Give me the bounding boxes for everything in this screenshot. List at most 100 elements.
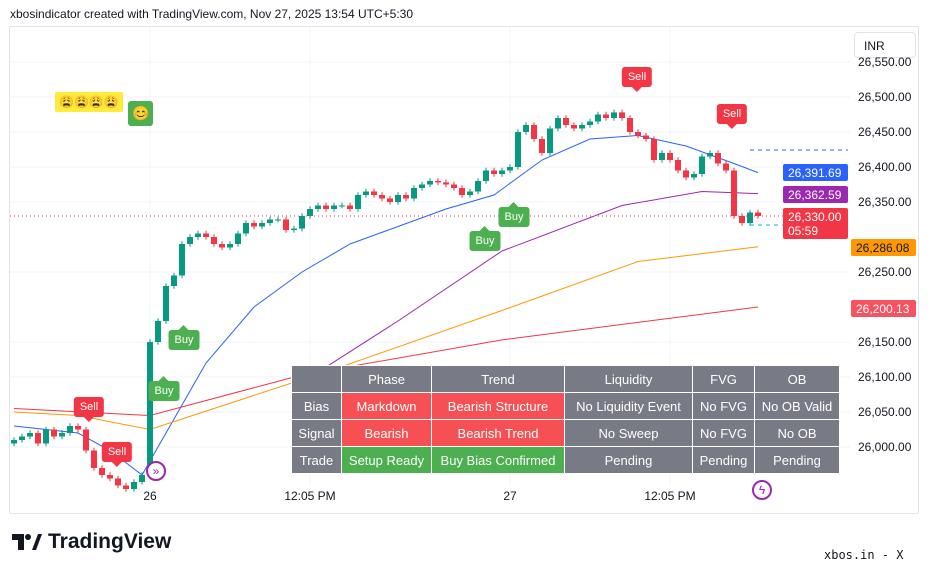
candle-body: [659, 153, 665, 160]
candle-body: [667, 153, 673, 160]
candle-body: [235, 233, 241, 244]
table-row: Bias Markdown Bearish Structure No Liquidit…: [291, 392, 840, 420]
candle-body: [419, 184, 425, 188]
candle-body: [51, 429, 57, 437]
x-tick-label: 12:05 PM: [644, 489, 696, 503]
table-cell: Bearish Trend: [431, 419, 565, 447]
candle-body: [163, 286, 169, 321]
chart-frame: [9, 26, 919, 514]
table-cell: Buy Bias Confirmed: [431, 446, 565, 474]
candle-body: [459, 188, 465, 195]
candle-body: [323, 205, 329, 209]
event-bolt-icon[interactable]: »: [146, 461, 166, 481]
logo-text: TradingView: [48, 530, 172, 553]
buy-signal: Buy: [469, 226, 501, 251]
table-cell: No FVG: [692, 419, 755, 447]
candle-body: [243, 223, 249, 234]
sell-signal: Sell: [716, 104, 748, 129]
candle-body: [195, 233, 201, 237]
candle-body: [555, 118, 561, 129]
candle-body: [379, 195, 385, 199]
candle-body: [291, 228, 297, 230]
candle-body: [59, 433, 65, 437]
status-table: Phase Trend Liquidity FVG OB Bias Markdown Bear…: [291, 365, 840, 474]
candle-body: [587, 121, 593, 125]
table-cell: Setup Ready: [341, 446, 432, 474]
y-tick-label: 26,000.00: [858, 440, 912, 454]
candle-body: [411, 188, 417, 199]
candle-body: [315, 205, 321, 209]
candle-body: [219, 244, 225, 248]
chart-header-title: xbosindicator created with TradingView.c…: [10, 7, 414, 21]
tradingview-logo-icon: [12, 534, 42, 550]
candle-body: [267, 219, 273, 223]
candle-body: [523, 125, 529, 132]
candle-body: [483, 170, 489, 181]
table-header-cell: FVG: [692, 365, 755, 393]
event-bolt-icon[interactable]: ϟ: [752, 480, 772, 500]
candle-body: [203, 233, 209, 237]
table-cell: No Liquidity Event: [564, 392, 693, 420]
candle-body: [363, 191, 369, 195]
candle-body: [259, 223, 265, 227]
candle-body: [283, 219, 289, 230]
table-header-cell: Liquidity: [564, 365, 693, 393]
watermark: xbos.in - X: [824, 548, 904, 562]
candle-body: [467, 191, 473, 195]
y-tick-label: 26,550.00: [858, 55, 912, 69]
candle-body: [491, 170, 497, 174]
tradingview-logo: TradingView: [12, 530, 171, 554]
price-label: 26,391.69: [783, 164, 848, 181]
candle-body: [43, 429, 49, 444]
table-cell: Bias: [291, 392, 342, 420]
table-header-cell: [291, 365, 342, 393]
y-tick-label: 26,500.00: [858, 90, 912, 104]
x-tick-label: 12:05 PM: [284, 489, 336, 503]
candle-body: [187, 237, 193, 244]
candle-body: [691, 174, 697, 178]
table-cell: Markdown: [341, 392, 432, 420]
table-header-row: Phase Trend Liquidity FVG OB: [291, 365, 840, 393]
candle-body: [755, 212, 761, 216]
candle-body: [107, 475, 113, 479]
sell-signal: Sell: [73, 397, 105, 422]
candle-body: [611, 112, 617, 118]
buy-signal: Buy: [148, 376, 180, 401]
candle-body: [427, 181, 433, 185]
candle-body: [123, 485, 129, 489]
candle-body: [171, 275, 177, 286]
candle-body: [515, 132, 521, 167]
candle-body: [539, 139, 545, 153]
price-label: 26,362.59: [783, 186, 848, 203]
table-cell: No OB: [754, 419, 840, 447]
candle-body: [355, 195, 361, 209]
candle-body: [627, 118, 633, 132]
candle-body: [651, 139, 657, 160]
y-tick-label: 26,050.00: [858, 405, 912, 419]
candle-body: [635, 132, 641, 136]
candle-body: [699, 156, 705, 174]
buy-signal: Buy: [498, 202, 530, 227]
table-row: Signal Bearish Bearish Trend No Sweep No FVG…: [291, 419, 840, 447]
candle-body: [531, 125, 537, 139]
candle-body: [619, 112, 625, 118]
currency-button[interactable]: INR: [854, 32, 916, 58]
candle-body: [371, 191, 377, 195]
sell-signal: Sell: [101, 442, 133, 467]
table-row: Trade Setup Ready Buy Bias Confirmed Pendin…: [291, 446, 840, 474]
countdown-timer: 05:59: [788, 224, 819, 238]
table-cell: No FVG: [692, 392, 755, 420]
table-cell: No Sweep: [564, 419, 693, 447]
candle-body: [131, 482, 137, 489]
candle-body: [451, 184, 457, 188]
candle-body: [403, 195, 409, 199]
candle-body: [139, 475, 145, 482]
y-tick-label: 26,350.00: [858, 195, 912, 209]
emoji-marker-smile: 😊: [128, 101, 154, 126]
candle-body: [75, 426, 81, 430]
candle-body: [443, 182, 449, 185]
emoji-marker: 😩😩😩😩: [55, 92, 123, 112]
candle-body: [715, 153, 721, 164]
table-header-cell: Trend: [431, 365, 565, 393]
candle-body: [115, 478, 121, 486]
